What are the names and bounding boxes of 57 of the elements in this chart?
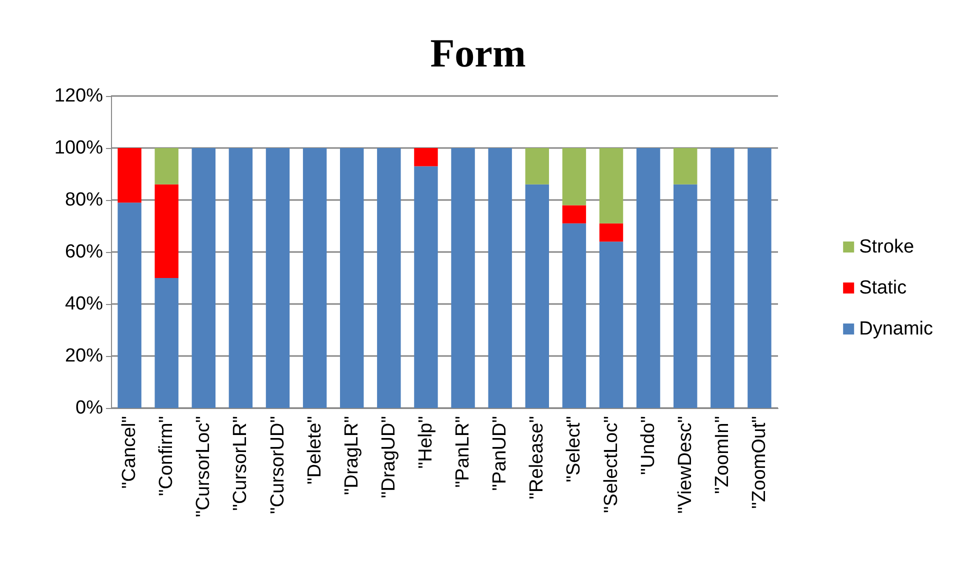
- x-tick-label: "PanUD": [490, 416, 511, 491]
- x-tick-label: "Delete": [304, 416, 326, 484]
- bar: [414, 166, 438, 408]
- bar: [525, 184, 549, 408]
- bar: [340, 148, 364, 408]
- x-tick-label: "DragUD": [378, 416, 400, 498]
- legend-label: Dynamic: [859, 318, 934, 340]
- x-tick-label: "Select": [564, 416, 585, 482]
- bar: [562, 205, 586, 224]
- bar: [154, 278, 178, 408]
- bar: [228, 148, 253, 408]
- bar: [154, 148, 178, 184]
- x-tick-label: "CursorLoc": [193, 416, 214, 518]
- bar: [266, 148, 290, 408]
- bar: [710, 148, 734, 408]
- x-tick-label: "Confirm": [156, 416, 178, 496]
- y-tick-label: 120%: [54, 86, 104, 106]
- legend-label: Stroke: [859, 236, 914, 258]
- bar: [748, 148, 772, 408]
- bar: [562, 223, 586, 408]
- bar: [414, 148, 438, 166]
- y-tick-label: 80%: [64, 190, 104, 210]
- x-tick-label: "Release": [526, 416, 548, 500]
- y-tick-label: 100%: [54, 138, 104, 158]
- bar: [674, 184, 698, 408]
- bar: [599, 223, 624, 242]
- bar: [118, 148, 142, 203]
- x-tick-label: "Undo": [638, 416, 659, 475]
- bar: [154, 184, 178, 278]
- y-tick-label: 60%: [64, 242, 104, 262]
- bar: [451, 148, 475, 408]
- bar: [192, 148, 216, 408]
- y-tick-label: 20%: [64, 346, 104, 366]
- bar: [525, 148, 549, 184]
- y-tick-label: 40%: [64, 294, 104, 314]
- x-tick-label: "CursorUD": [267, 416, 288, 514]
- x-tick-label: "Cancel": [119, 416, 140, 489]
- bar: [599, 242, 624, 408]
- chart-title: Form: [430, 30, 526, 76]
- x-tick-label: "Help": [415, 416, 436, 469]
- x-tick-label: "PanLR": [452, 416, 474, 488]
- bar: [562, 148, 586, 206]
- legend-label: Static: [859, 278, 907, 298]
- bar: [636, 148, 660, 408]
- x-tick-label: "ViewDesc": [674, 416, 696, 514]
- bar: [674, 148, 698, 184]
- bar: [118, 202, 142, 408]
- x-tick-label: "CursorLR": [230, 416, 252, 511]
- bar: [302, 148, 327, 408]
- x-tick-label: "DragLR": [341, 416, 362, 495]
- bar: [488, 148, 512, 408]
- bar: [599, 148, 624, 224]
- x-tick-label: "ZoomOut": [748, 416, 770, 509]
- x-tick-label: "SelectLoc": [600, 416, 622, 513]
- bar: [377, 148, 401, 408]
- x-tick-label: "ZoomIn": [712, 416, 733, 494]
- y-tick-label: 0%: [76, 398, 104, 418]
